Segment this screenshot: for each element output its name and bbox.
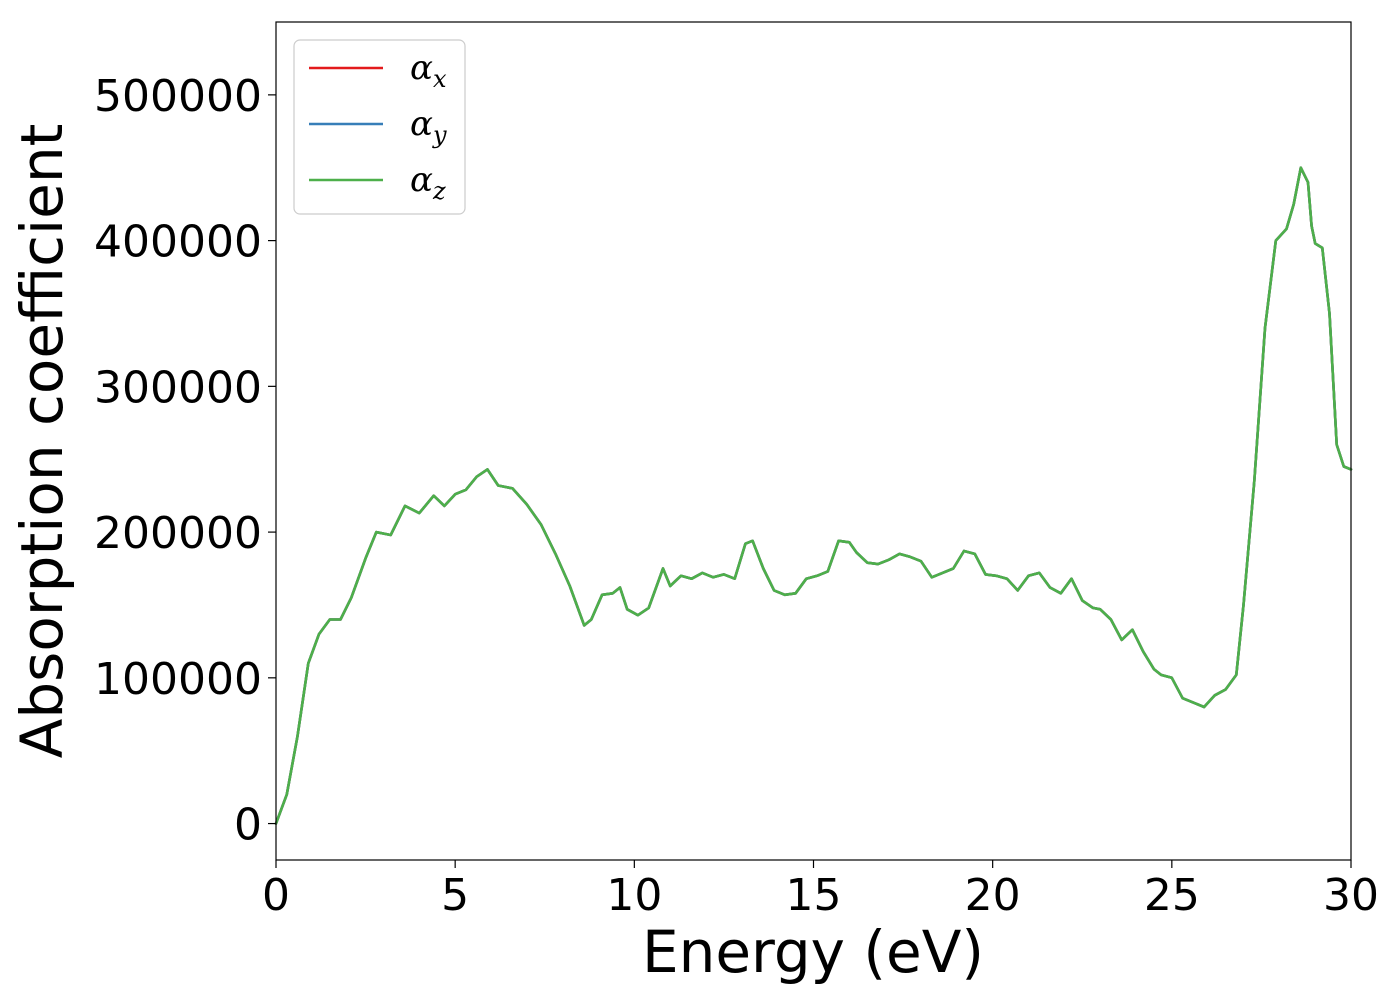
y-axis-label: Absorption coefficient [8, 124, 76, 759]
y-tick-label: 0 [234, 800, 262, 851]
series-line-z [274, 166, 1353, 825]
x-tick-label: 5 [441, 870, 469, 921]
x-tick-label: 30 [1323, 870, 1379, 921]
x-tick-label: 20 [965, 870, 1021, 921]
legend-box [293, 39, 466, 215]
y-tick-label: 400000 [94, 217, 262, 268]
y-tick-label: 100000 [94, 654, 262, 705]
x-tick-label: 25 [1144, 870, 1200, 921]
x-tick-label: 15 [786, 870, 842, 921]
x-axis-label: Energy (eV) [642, 918, 984, 986]
legend-label-x: αx [410, 48, 447, 93]
x-tick-label: 0 [262, 870, 290, 921]
series-layer [274, 166, 1353, 825]
y-tick-label: 500000 [94, 71, 262, 122]
y-ticks: 0 100000 200000 300000 400000 500000 [94, 71, 276, 851]
y-tick-label: 300000 [94, 362, 262, 413]
y-tick-label: 200000 [94, 508, 262, 559]
x-ticks: 0 5 10 15 20 25 30 [262, 860, 1379, 921]
x-tick-label: 10 [606, 870, 662, 921]
